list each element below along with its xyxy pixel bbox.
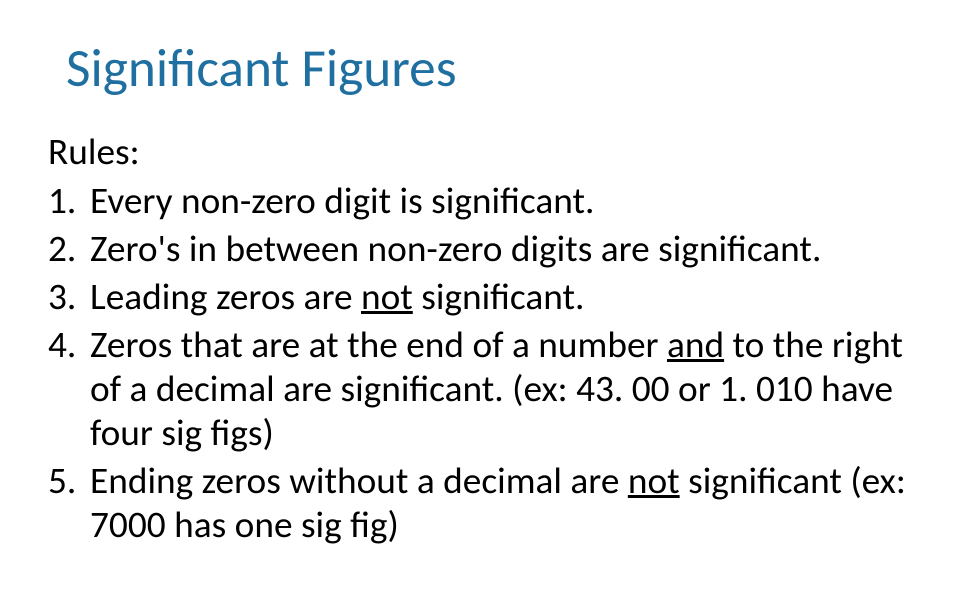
- rule-item: Leading zeros are not significant.: [48, 275, 912, 319]
- rule-item: Zero's in between non-zero digits are si…: [48, 227, 912, 271]
- rule-item: Ending zeros without a decimal are not s…: [48, 459, 912, 547]
- rule-text-underlined: and: [667, 322, 724, 368]
- rule-item: Zeros that are at the end of a number an…: [48, 323, 912, 455]
- rule-text: Every non-zero digit is significant.: [90, 178, 594, 224]
- rule-text: Ending zeros without a decimal are: [90, 458, 628, 504]
- rule-text: Zeros that are at the end of a number: [90, 322, 667, 368]
- rule-text: Leading zeros are: [90, 274, 361, 320]
- rule-text: Zero's in between non-zero digits are si…: [90, 226, 821, 272]
- rules-list: Every non-zero digit is significant.Zero…: [48, 179, 912, 547]
- rule-text: significant.: [413, 274, 585, 320]
- slide-container: Significant Figures Rules: Every non-zer…: [0, 0, 960, 591]
- rules-subheading: Rules:: [48, 129, 912, 175]
- rule-text-underlined: not: [628, 458, 680, 504]
- rule-item: Every non-zero digit is significant.: [48, 179, 912, 223]
- rule-text-underlined: not: [361, 274, 413, 320]
- slide-title: Significant Figures: [48, 36, 912, 101]
